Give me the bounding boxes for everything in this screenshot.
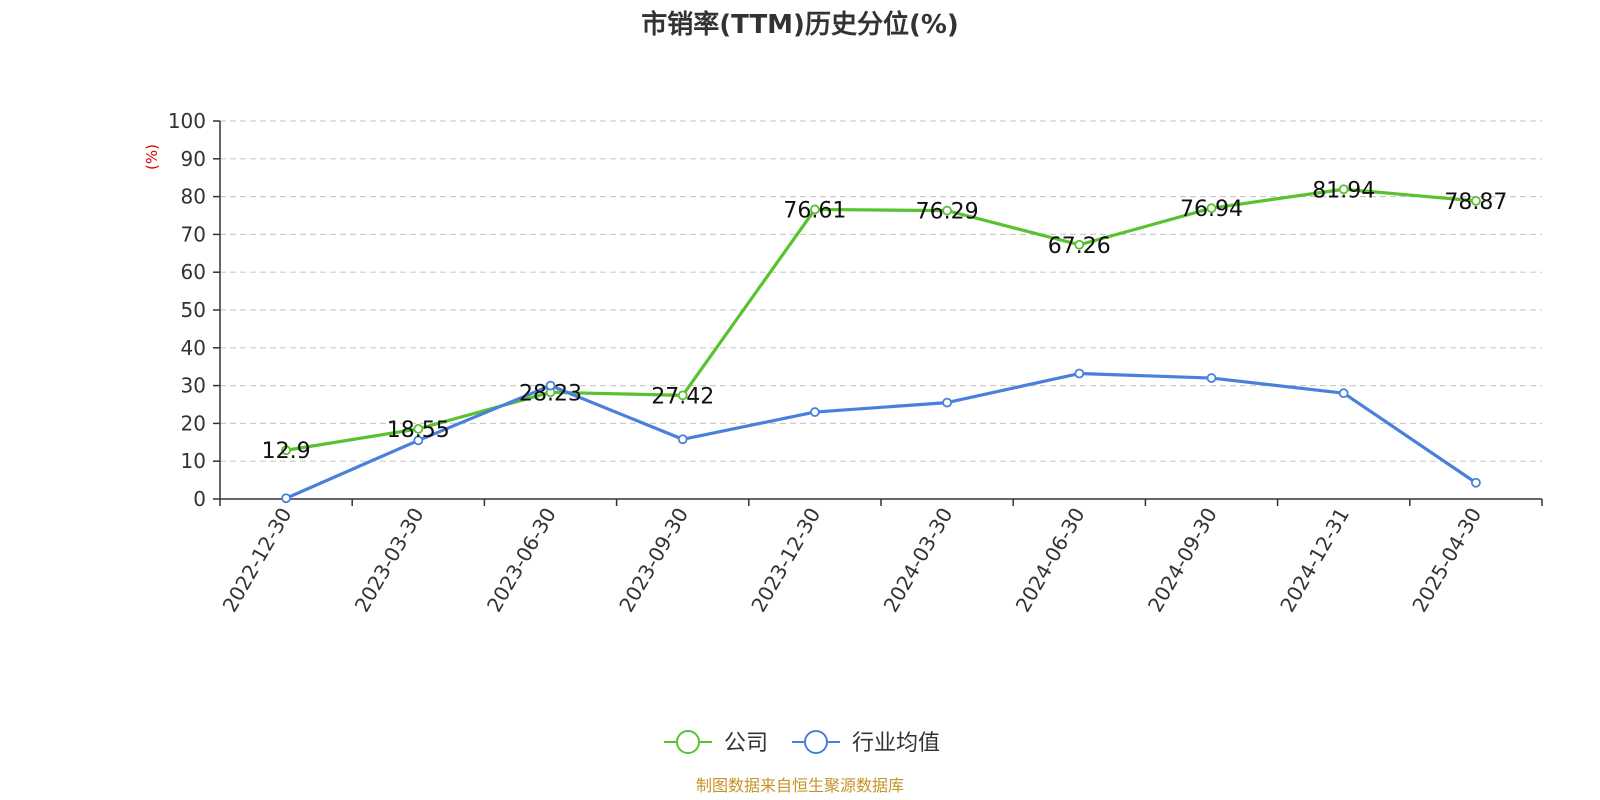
data-label: 78.87 [1444, 190, 1507, 215]
legend-label: 公司 [724, 731, 768, 756]
series-0-point[interactable] [677, 390, 688, 401]
series-0-point[interactable] [1471, 195, 1481, 206]
x-tick-label: 2022-12-30 [218, 504, 297, 617]
series-0-point[interactable] [1074, 239, 1085, 250]
data-label: 18.55 [387, 418, 450, 443]
series-0-point[interactable] [1206, 203, 1217, 214]
data-label: 76.61 [783, 198, 846, 223]
grid-lines [220, 120, 1542, 462]
legend-marker [676, 730, 700, 754]
data-label: 27.42 [651, 384, 714, 409]
series-line-0 [285, 187, 1477, 452]
data-label: 76.29 [916, 200, 979, 225]
series-1-point[interactable] [1338, 388, 1349, 399]
data-label: 12.9 [262, 439, 311, 464]
x-tick-label: 2023-09-30 [614, 504, 693, 617]
y-tick-label: 70 [181, 222, 206, 246]
data-label: 67.26 [1048, 234, 1111, 259]
series-1-point[interactable] [942, 397, 952, 408]
data-label: 28.23 [519, 381, 582, 406]
y-axis-label: (%) [143, 144, 161, 170]
y-tick-label: 30 [181, 374, 206, 398]
x-tick-label: 2023-12-30 [746, 504, 825, 617]
y-tick-label: 80 [181, 185, 206, 209]
y-tick-label: 60 [181, 260, 206, 284]
series-0-point[interactable] [413, 423, 424, 434]
x-tick-label: 2025-04-30 [1407, 504, 1486, 617]
y-tick-label: 100 [168, 109, 206, 133]
x-tick-label: 2023-06-30 [482, 504, 561, 617]
source-note: 制图数据来自恒生聚源数据库 [696, 776, 904, 795]
y-tick-label: 10 [181, 449, 206, 473]
data-label: 76.94 [1180, 197, 1243, 222]
series-1-point[interactable] [545, 380, 556, 391]
series-0-point[interactable] [1338, 184, 1349, 195]
y-tick-label: 50 [181, 298, 206, 322]
series-1-point[interactable] [1074, 368, 1085, 379]
x-tick-label: 2023-03-30 [350, 504, 429, 617]
x-tick-label: 2024-12-31 [1275, 504, 1354, 617]
series-layer [281, 184, 1481, 504]
legend-marker [804, 730, 828, 754]
series-0-point[interactable] [810, 204, 820, 215]
series-1-point[interactable] [1471, 477, 1481, 488]
series-1-point[interactable] [281, 493, 292, 504]
data-labels: 12.9 18.55 28.23 27.42 76.61 76.29 67.26 76.94 8… [262, 178, 1508, 464]
legend-label: 行业均值 [852, 731, 940, 756]
legend-item-0[interactable]: 公司 [664, 730, 768, 756]
x-tick-label: 2024-03-30 [879, 504, 958, 617]
x-tick-label: 2024-09-30 [1143, 504, 1222, 617]
legend[interactable]: 公司 行业均值 [664, 730, 940, 756]
series-1-point[interactable] [677, 434, 688, 445]
y-tick-label: 90 [181, 147, 206, 171]
chart-title: 市销率(TTM)历史分位(%) [641, 9, 959, 40]
data-label: 81.94 [1312, 178, 1375, 203]
series-1-point[interactable] [413, 435, 424, 446]
y-tick-label: 40 [181, 336, 206, 360]
legend-item-1[interactable]: 行业均值 [792, 730, 940, 756]
x-tick-label: 2024-06-30 [1011, 504, 1090, 617]
y-tick-label: 0 [193, 487, 206, 511]
series-line-1 [285, 371, 1477, 500]
series-1-point[interactable] [810, 407, 820, 417]
y-tick-label: 20 [181, 411, 206, 435]
series-0-point[interactable] [281, 445, 292, 456]
series-0-point[interactable] [942, 205, 952, 216]
series-1-point[interactable] [1206, 373, 1217, 383]
